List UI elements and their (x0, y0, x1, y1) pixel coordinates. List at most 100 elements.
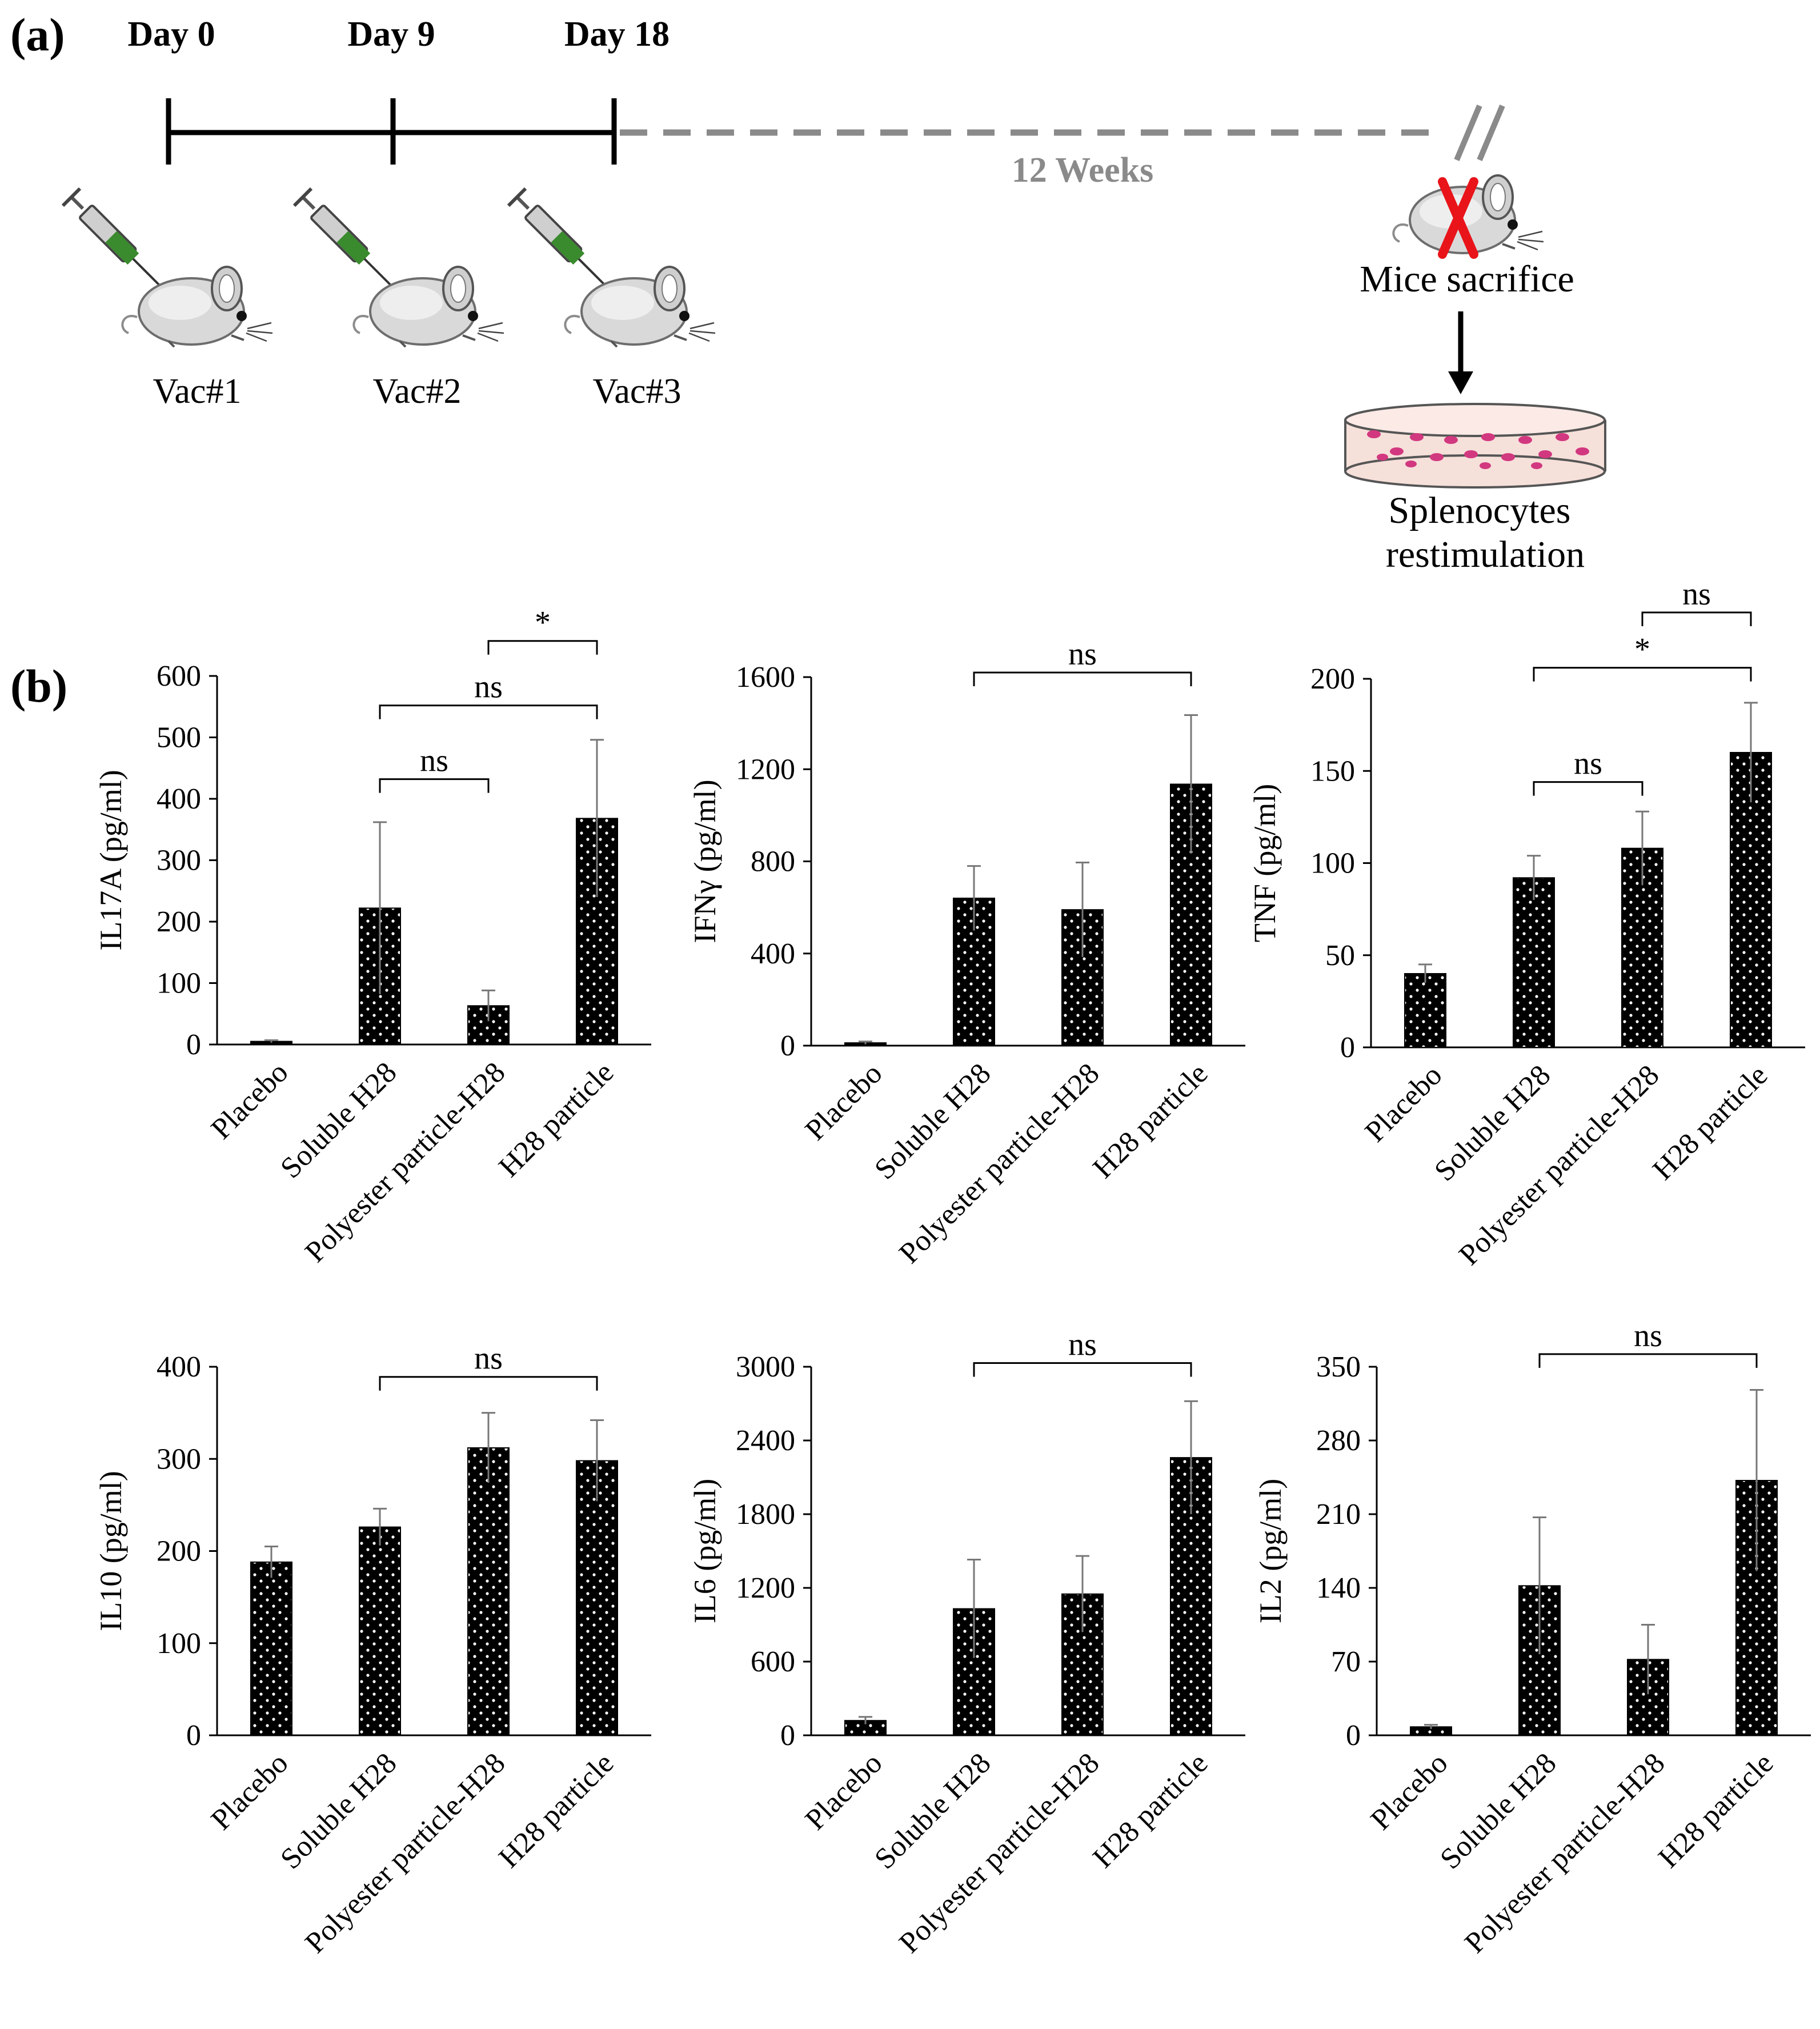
day-label-0: Day 0 (127, 15, 215, 54)
bar-0 (844, 1720, 887, 1736)
significance-bracket-0 (1538, 1353, 1758, 1368)
x-category-label: Polyester particle-H28 (893, 1747, 1105, 1959)
significance-label: ns (474, 670, 503, 705)
y-axis-label: IL17A (pg/ml) (94, 770, 128, 950)
significance-label: ns (474, 1341, 503, 1376)
y-tick-label: 280 (1316, 1424, 1361, 1457)
y-tick-label: 400 (751, 938, 795, 970)
x-category-label: Placebo (205, 1056, 295, 1146)
x-category-label: Placebo (799, 1747, 889, 1836)
significance-bracket-0 (379, 778, 490, 793)
significance-label: * (1634, 632, 1650, 667)
significance-bracket-2 (1641, 611, 1752, 626)
y-tick-label: 400 (157, 1351, 201, 1383)
vac2-group: Vac#2 (294, 189, 505, 411)
y-tick-label: 140 (1316, 1572, 1361, 1604)
panel-a-label: (a) (10, 9, 65, 61)
sacrifice-label: Mice sacrifice (1360, 258, 1574, 300)
x-category-label: H28 particle (1646, 1059, 1774, 1186)
bar-0 (1404, 973, 1446, 1048)
x-category-label: Placebo (1359, 1059, 1449, 1148)
y-tick-label: 0 (780, 1030, 795, 1062)
y-tick-label: 100 (157, 1627, 201, 1660)
y-tick-label: 0 (780, 1719, 795, 1752)
x-category-label: Polyester particle-H28 (299, 1747, 511, 1959)
syringe-icon (63, 189, 162, 287)
significance-bracket-0 (1533, 781, 1643, 796)
y-tick-label: 2400 (736, 1424, 795, 1457)
axis-break-icon (1454, 105, 1505, 161)
syringe-icon (294, 189, 393, 287)
gap-label: 12 Weeks (1012, 151, 1154, 190)
y-tick-label: 600 (751, 1646, 795, 1678)
bar-1 (359, 1526, 401, 1736)
mouse-icon (121, 266, 274, 348)
significance-label: ns (1574, 746, 1602, 782)
bar-0 (250, 1561, 292, 1736)
sacrifice-group: Mice sacrifice (1344, 174, 1606, 575)
y-tick-label: 1800 (736, 1498, 795, 1531)
vac1-group: Vac#1 (63, 189, 274, 411)
y-tick-label: 800 (751, 846, 795, 878)
y-tick-label: 70 (1331, 1646, 1361, 1678)
y-tick-label: 210 (1316, 1498, 1361, 1531)
x-category-label: Polyester particle-H28 (1458, 1747, 1671, 1959)
y-axis-label: IL6 (pg/ml) (688, 1479, 722, 1623)
panel-a: (a) Day 0 Day 9 Day 18 12 Weeks Vac#1 Va… (10, 9, 1606, 575)
y-tick-label: 1200 (736, 753, 795, 786)
x-category-label: Placebo (1365, 1747, 1454, 1836)
y-tick-label: 150 (1310, 755, 1355, 787)
bar-2 (467, 1447, 510, 1736)
bar-1 (1513, 877, 1555, 1048)
x-category-label: Polyester particle-H28 (299, 1056, 511, 1268)
y-tick-label: 3000 (736, 1351, 795, 1383)
significance-bracket-0 (973, 671, 1192, 686)
timeline (166, 98, 617, 165)
y-tick-label: 200 (157, 1535, 201, 1568)
significance-label: ns (420, 743, 448, 779)
y-axis-label: IL2 (pg/ml) (1253, 1479, 1288, 1623)
vac-label-3: Vac#3 (593, 372, 682, 411)
y-tick-label: 200 (157, 906, 201, 938)
y-tick-label: 200 (1310, 663, 1355, 695)
y-tick-label: 0 (1340, 1031, 1355, 1064)
x-category-label: Polyester particle-H28 (1453, 1059, 1665, 1271)
down-arrow-icon (1448, 311, 1473, 394)
significance-label: * (535, 605, 551, 641)
day-label-9: Day 9 (347, 15, 435, 54)
y-tick-label: 500 (157, 722, 201, 754)
restim-label-line2: restimulation (1386, 534, 1585, 575)
significance-label: ns (1068, 637, 1097, 672)
x-category-label: H28 particle (492, 1056, 620, 1183)
y-tick-label: 100 (157, 967, 201, 1000)
syringe-icon (508, 189, 607, 287)
vac3-group: Vac#3 (508, 189, 716, 411)
significance-bracket-0 (379, 1376, 598, 1391)
x-category-label: H28 particle (1087, 1057, 1214, 1184)
restim-label-line1: Splenocytes (1389, 490, 1571, 531)
significance-bracket-0 (973, 1362, 1192, 1377)
significance-label: ns (1682, 577, 1711, 612)
x-category-label: H28 particle (492, 1747, 620, 1874)
y-tick-label: 300 (157, 1443, 201, 1475)
x-category-label: H28 particle (1087, 1747, 1214, 1874)
significance-label: ns (1634, 1318, 1662, 1354)
mouse-icon (352, 266, 505, 348)
y-tick-label: 350 (1316, 1351, 1361, 1383)
significance-bracket-1 (379, 705, 598, 719)
cross-icon (1438, 177, 1478, 259)
vac-label-1: Vac#1 (153, 372, 242, 411)
x-category-label: Placebo (799, 1057, 889, 1147)
significance-label: ns (1068, 1327, 1097, 1363)
vac-label-2: Vac#2 (373, 372, 462, 411)
y-tick-label: 0 (1346, 1719, 1361, 1752)
y-axis-label: IFNγ (pg/ml) (688, 779, 722, 943)
